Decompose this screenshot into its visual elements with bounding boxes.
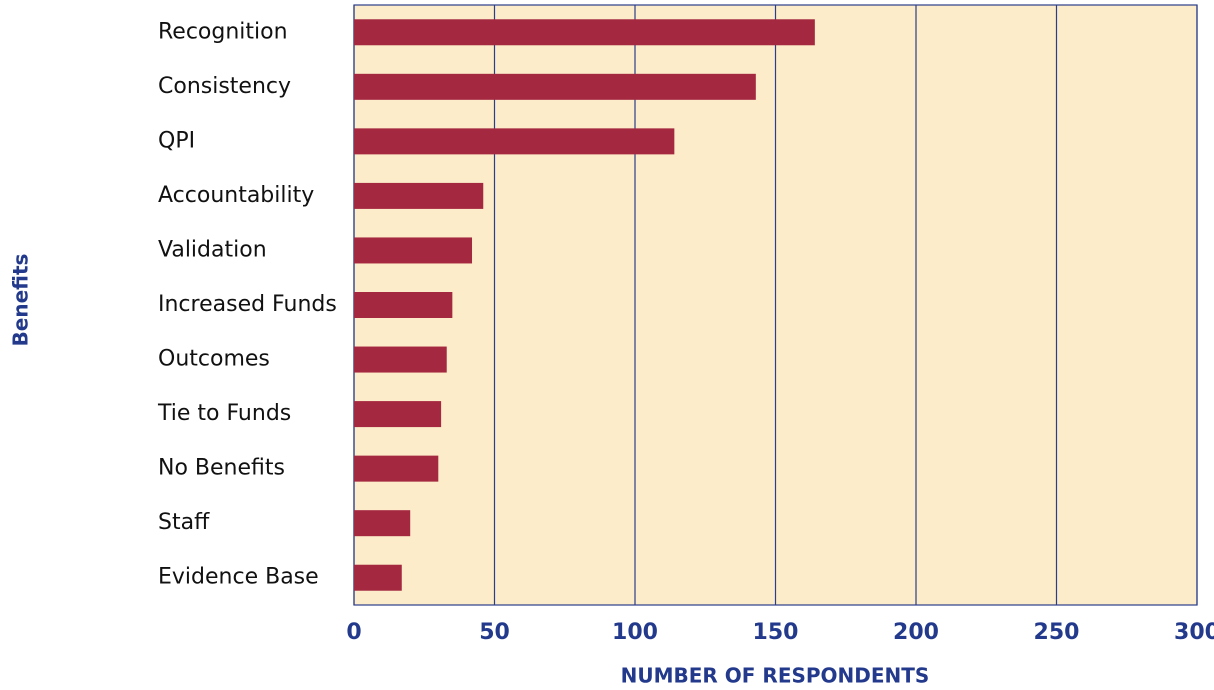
y-tick-label: Consistency <box>158 74 291 99</box>
y-tick-label: Recognition <box>158 19 288 44</box>
bar <box>354 73 756 100</box>
bar <box>354 19 815 46</box>
bar <box>354 455 439 482</box>
bar <box>354 128 675 155</box>
bar <box>354 346 447 373</box>
bar <box>354 510 411 537</box>
x-tick-label: 0 <box>346 620 361 645</box>
x-tick-label: 250 <box>1034 620 1080 645</box>
x-axis-label: NUMBER OF RESPONDENTS <box>621 664 930 688</box>
y-axis-label: Benefits <box>9 254 33 347</box>
x-tick-label: 200 <box>893 620 939 645</box>
y-tick-label: Accountability <box>158 183 314 208</box>
x-tick-label: 50 <box>479 620 510 645</box>
y-tick-label: No Benefits <box>158 456 285 481</box>
y-tick-label: Validation <box>158 237 267 262</box>
bar <box>354 292 453 318</box>
x-tick-label: 100 <box>612 620 658 645</box>
bar <box>354 237 473 264</box>
bar <box>354 182 484 209</box>
y-tick-label: Tie to Funds <box>157 401 291 426</box>
bar <box>354 564 402 591</box>
y-tick-label: Outcomes <box>158 347 270 372</box>
y-tick-label: Evidence Base <box>158 565 319 590</box>
y-tick-label: QPI <box>158 128 195 153</box>
bar <box>354 401 442 428</box>
x-tick-label: 150 <box>753 620 799 645</box>
x-tick-label: 300 <box>1174 620 1214 645</box>
y-tick-label: Staff <box>158 510 210 535</box>
y-tick-label: Increased Funds <box>158 292 337 317</box>
